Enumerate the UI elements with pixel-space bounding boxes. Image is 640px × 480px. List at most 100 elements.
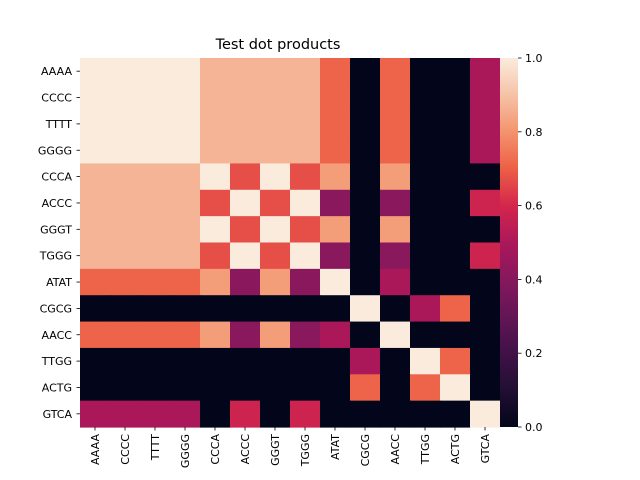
heatmap-cell xyxy=(260,374,291,402)
x-tick-label: ACCC xyxy=(239,434,252,465)
y-tick-label: CGCG xyxy=(40,302,72,315)
heatmap-cell xyxy=(440,84,471,112)
heatmap-cell xyxy=(410,163,441,191)
heatmap-cell xyxy=(290,295,321,323)
y-tick-label: GGGT xyxy=(40,223,72,236)
y-tick-label: TTGG xyxy=(41,355,72,368)
heatmap-cell xyxy=(410,347,441,375)
y-tick-label: ACCC xyxy=(42,197,73,210)
heatmap-cell xyxy=(80,84,111,112)
heatmap-cell xyxy=(170,189,201,217)
heatmap-cell xyxy=(380,374,411,402)
heatmap-cell xyxy=(260,137,291,165)
heatmap-cell xyxy=(290,137,321,165)
x-tick-label: AACC xyxy=(389,434,402,465)
heatmap-cell xyxy=(380,110,411,138)
heatmap-cell xyxy=(470,84,501,112)
colorbar-gradient xyxy=(500,58,518,427)
heatmap-cell xyxy=(140,137,171,165)
heatmap-cell xyxy=(140,268,171,296)
heatmap-cell xyxy=(140,374,171,402)
heatmap-cell xyxy=(290,110,321,138)
heatmap-cell xyxy=(380,189,411,217)
x-tick-label: TTTT xyxy=(149,434,162,462)
heatmap-cell xyxy=(290,347,321,375)
heatmap-cell xyxy=(290,58,321,85)
heatmap-cell xyxy=(80,163,111,191)
heatmap-cell xyxy=(470,137,501,165)
y-tick-label: CCCC xyxy=(41,92,72,105)
heatmap-cell xyxy=(350,189,381,217)
heatmap-cell xyxy=(230,268,261,296)
heatmap-cell xyxy=(320,242,351,270)
heatmap-cell xyxy=(290,242,321,270)
heatmap-cell xyxy=(350,295,381,323)
heatmap-cell xyxy=(380,216,411,244)
heatmap-cell xyxy=(410,374,441,402)
heatmap-cell xyxy=(290,163,321,191)
heatmap-cell xyxy=(230,242,261,270)
heatmap-cell xyxy=(170,163,201,191)
heatmap-cell xyxy=(470,321,501,349)
heatmap-cell xyxy=(110,374,141,402)
colorbar-tick-label: 0.6 xyxy=(525,200,543,213)
heatmap-cell xyxy=(200,137,231,165)
heatmap-cell xyxy=(410,110,441,138)
y-tick-label: AACC xyxy=(41,329,72,342)
heatmap-cell xyxy=(200,295,231,323)
heatmap-cell xyxy=(260,189,291,217)
x-tick-label: GGGT xyxy=(269,434,282,466)
y-tick-label: GGGG xyxy=(38,144,72,157)
heatmap-cell xyxy=(410,400,441,428)
heatmap-cell xyxy=(170,110,201,138)
heatmap-cell xyxy=(110,216,141,244)
heatmap-cell xyxy=(290,216,321,244)
heatmap-cell xyxy=(200,163,231,191)
heatmap-cell xyxy=(440,58,471,85)
heatmap-cell xyxy=(320,163,351,191)
heatmap-cell xyxy=(110,295,141,323)
heatmap-cell xyxy=(230,189,261,217)
heatmap-cell xyxy=(200,400,231,428)
heatmap-cell xyxy=(410,189,441,217)
y-tick-label: TGGG xyxy=(39,250,72,263)
heatmap-cell xyxy=(410,295,441,323)
heatmap-cell xyxy=(260,242,291,270)
heatmap-cell xyxy=(440,216,471,244)
heatmap-cell xyxy=(170,400,201,428)
heatmap-cell xyxy=(440,242,471,270)
heatmap-cell xyxy=(230,84,261,112)
heatmap-cell xyxy=(170,321,201,349)
heatmap-cell xyxy=(260,295,291,323)
heatmap-cell xyxy=(170,137,201,165)
heatmap-cell xyxy=(140,242,171,270)
heatmap-cell xyxy=(320,58,351,85)
heatmap-cell xyxy=(320,347,351,375)
heatmap-cell xyxy=(140,84,171,112)
heatmap-cell xyxy=(170,84,201,112)
heatmap-cell xyxy=(440,268,471,296)
heatmap-cell xyxy=(230,400,261,428)
heatmap-cell xyxy=(470,163,501,191)
heatmap-cell xyxy=(470,400,501,428)
heatmap-cell xyxy=(440,400,471,428)
heatmap-cell xyxy=(320,374,351,402)
heatmap-cell xyxy=(110,163,141,191)
heatmap-cell xyxy=(410,84,441,112)
heatmap-cell xyxy=(80,189,111,217)
colorbar-tick-label: 0.8 xyxy=(525,126,543,139)
heatmap-cell xyxy=(260,216,291,244)
heatmap-cell xyxy=(260,321,291,349)
heatmap-cell xyxy=(380,295,411,323)
heatmap-cell xyxy=(320,84,351,112)
heatmap-cell xyxy=(80,400,111,428)
heatmap-cell xyxy=(80,295,111,323)
heatmap-cell xyxy=(380,400,411,428)
x-tick-label: ACTG xyxy=(449,434,462,464)
x-tick-label: TGGG xyxy=(299,434,312,467)
heatmap-cell xyxy=(320,110,351,138)
y-tick-label: ACTG xyxy=(42,381,72,394)
heatmap-cell xyxy=(110,242,141,270)
heatmap-cell xyxy=(110,137,141,165)
heatmap-cell xyxy=(350,242,381,270)
